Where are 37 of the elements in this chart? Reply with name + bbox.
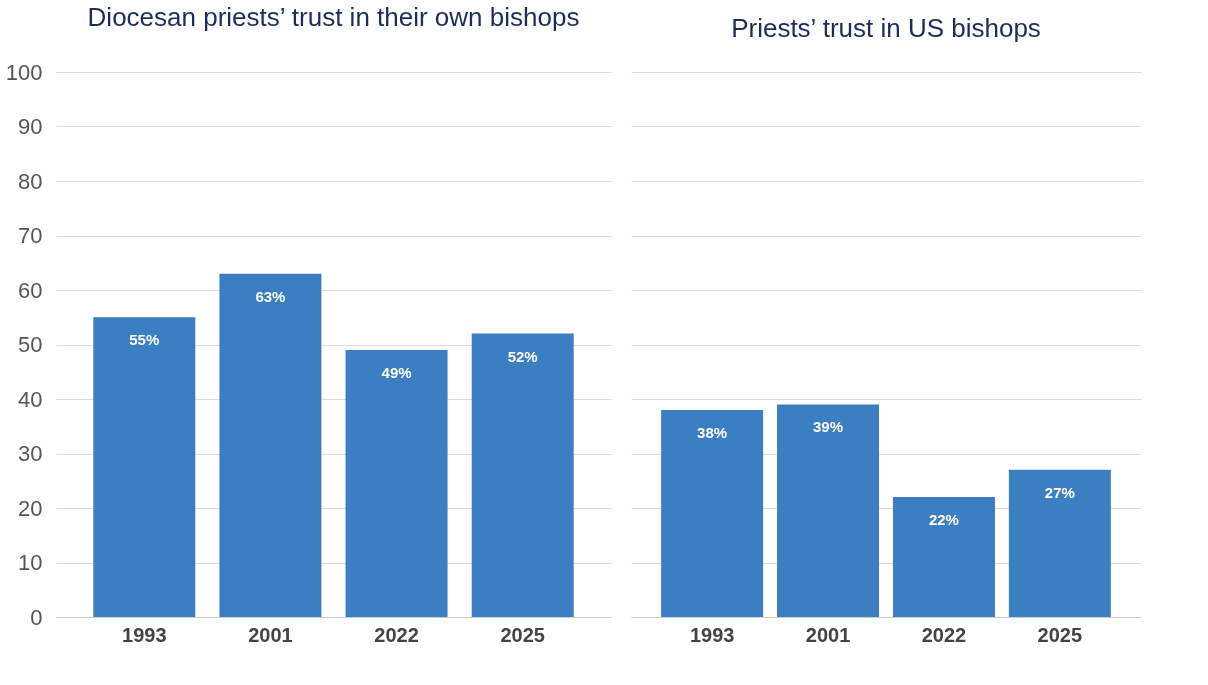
data-label: 49% — [381, 363, 412, 381]
y-tick-label: 80 — [18, 168, 43, 194]
x-tick-label: 2022 — [921, 623, 967, 646]
x-tick-label: 1993 — [122, 623, 167, 646]
x-tick-label: 2001 — [248, 623, 293, 646]
bar — [93, 317, 196, 617]
bar — [892, 497, 995, 617]
y-tick-label: 0 — [30, 604, 43, 630]
y-tick-label: 60 — [18, 277, 43, 303]
chart-title: Priests’ trust in US bishops — [731, 13, 1041, 43]
data-label: 55% — [129, 331, 160, 349]
data-label: 52% — [507, 347, 538, 365]
bar — [471, 333, 574, 617]
y-tick-label: 70 — [18, 223, 43, 248]
y-tick-label: 40 — [18, 386, 43, 412]
data-label: 22% — [928, 511, 959, 529]
y-tick-label: 50 — [18, 332, 43, 357]
y-tick-label: 90 — [18, 114, 43, 139]
x-tick-label: 2022 — [374, 623, 419, 646]
data-label: 39% — [813, 418, 844, 436]
data-label: 38% — [697, 423, 728, 441]
bar — [219, 273, 322, 617]
x-tick-label: 2001 — [805, 623, 851, 646]
y-tick-label: 100 — [5, 59, 43, 85]
bar — [661, 409, 764, 617]
data-label: 27% — [1044, 483, 1075, 501]
x-tick-label: 2025 — [1037, 623, 1083, 646]
bar — [1008, 469, 1111, 617]
y-tick-label: 20 — [18, 495, 43, 521]
bar — [345, 349, 448, 617]
bar — [777, 404, 880, 617]
chart-title: Diocesan priests’ trust in their own bishops — [87, 2, 580, 32]
data-label: 63% — [255, 287, 286, 305]
y-tick-label: 30 — [18, 441, 43, 466]
x-tick-label: 1993 — [689, 623, 735, 646]
y-tick-label: 10 — [18, 550, 43, 575]
x-tick-label: 2025 — [500, 623, 545, 646]
